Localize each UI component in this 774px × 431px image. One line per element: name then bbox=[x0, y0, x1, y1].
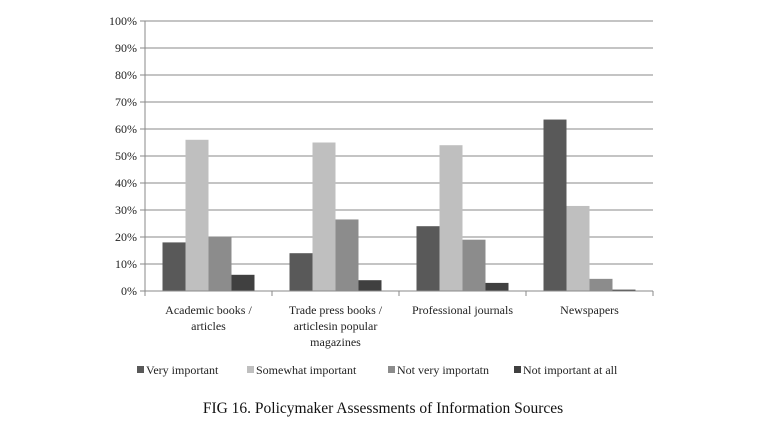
bar bbox=[485, 282, 509, 291]
bar bbox=[231, 274, 255, 291]
bar bbox=[566, 205, 590, 291]
x-category-label: Academic books / articles bbox=[165, 303, 252, 333]
bar bbox=[335, 219, 359, 291]
y-axis-ticks: 0% 10% 20% 30% 40% 50% 60% 70% 80% 90% 100% bbox=[109, 14, 137, 298]
x-category-label: Trade press books / articlesin popular mag… bbox=[289, 303, 383, 349]
y-tick-label: 10% bbox=[115, 257, 137, 271]
y-tick-label: 60% bbox=[115, 122, 137, 136]
y-tick-label: 70% bbox=[115, 95, 137, 109]
bar bbox=[439, 145, 463, 291]
bar bbox=[208, 237, 232, 291]
legend-label: Very important bbox=[146, 363, 219, 377]
bar bbox=[162, 242, 186, 291]
legend-label: Somewhat important bbox=[256, 363, 357, 377]
legend-item: Not important at all bbox=[514, 363, 618, 377]
bar bbox=[289, 253, 313, 291]
y-tick-label: 100% bbox=[109, 14, 137, 28]
x-category-label-line: Trade press books / bbox=[289, 303, 383, 317]
x-category-label: Professional journals bbox=[412, 303, 513, 317]
legend-swatch bbox=[388, 366, 395, 373]
x-category-label-line: Academic books / bbox=[165, 303, 252, 317]
bars bbox=[162, 119, 636, 291]
x-category-label: Newspapers bbox=[560, 303, 619, 317]
bar bbox=[612, 289, 636, 291]
legend-item: Somewhat important bbox=[247, 363, 357, 377]
y-tick-label: 80% bbox=[115, 68, 137, 82]
figure-caption: FIG 16. Policymaker Assessments of Infor… bbox=[203, 400, 563, 417]
x-category-label-line: Newspapers bbox=[560, 303, 619, 317]
y-tick-label: 30% bbox=[115, 203, 137, 217]
bar bbox=[589, 278, 613, 291]
x-category-label-line: articles bbox=[191, 319, 226, 333]
bar bbox=[358, 280, 382, 291]
y-tick-label: 90% bbox=[115, 41, 137, 55]
bar bbox=[543, 119, 567, 291]
bar bbox=[462, 239, 486, 291]
bar bbox=[185, 139, 209, 291]
y-tick-label: 20% bbox=[115, 230, 137, 244]
legend: Very important Somewhat important Not very… bbox=[137, 363, 618, 377]
legend-swatch bbox=[137, 366, 144, 373]
x-category-label-line: articlesin popular bbox=[294, 319, 378, 333]
x-category-label-line: Professional journals bbox=[412, 303, 513, 317]
legend-swatch bbox=[514, 366, 521, 373]
y-tick-label: 50% bbox=[115, 149, 137, 163]
bar bbox=[312, 142, 336, 291]
y-tick-label: 40% bbox=[115, 176, 137, 190]
legend-label: Not very importatn bbox=[397, 363, 489, 377]
axes bbox=[144, 21, 654, 296]
x-category-label-line: magazines bbox=[310, 335, 361, 349]
legend-label: Not important at all bbox=[523, 363, 618, 377]
x-axis-categories: Academic books / articles Trade press book… bbox=[165, 303, 619, 349]
y-tick-label: 0% bbox=[121, 284, 137, 298]
bar bbox=[416, 226, 440, 291]
legend-swatch bbox=[247, 366, 254, 373]
legend-item: Very important bbox=[137, 363, 219, 377]
legend-item: Not very importatn bbox=[388, 363, 489, 377]
